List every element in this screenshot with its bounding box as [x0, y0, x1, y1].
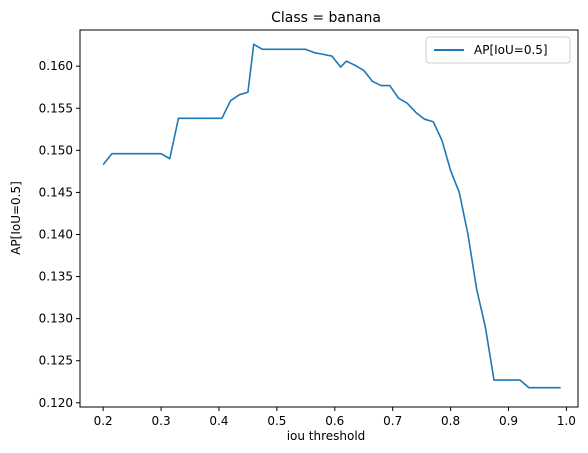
series-line: [102, 43, 561, 389]
x-tick-label: 1.0: [557, 414, 576, 428]
y-tick-label: 0.145: [39, 185, 73, 199]
x-tick-label: 0.6: [325, 414, 344, 428]
x-tick-label: 0.3: [152, 414, 171, 428]
plot-area: [102, 43, 561, 389]
axes-frame: [79, 29, 579, 408]
y-axis: 0.120 0.125 0.130 0.135 0.140 0.145 0.150 0.155…: [39, 59, 80, 410]
y-tick-label: 0.140: [39, 227, 73, 241]
x-tick-label: 0.8: [441, 414, 460, 428]
x-tick-label: 0.2: [94, 414, 113, 428]
x-tick-label: 0.9: [499, 414, 518, 428]
y-tick-label: 0.130: [39, 312, 73, 326]
y-axis-label: AP[IoU=0.5]: [9, 181, 23, 255]
x-axis: 0.2 0.3 0.4 0.5 0.6 0.7 0.8 0.9 1.0: [94, 407, 576, 428]
legend-box: [425, 36, 571, 64]
y-tick-label: 0.135: [39, 270, 73, 284]
y-tick-label: 0.125: [39, 354, 73, 368]
y-tick-label: 0.150: [39, 143, 73, 157]
x-tick-label: 0.4: [209, 414, 228, 428]
y-tick-label: 0.155: [39, 101, 73, 115]
legend-label: AP[IoU=0.5]: [474, 43, 548, 57]
x-tick-label: 0.7: [383, 414, 402, 428]
x-axis-label: iou threshold: [287, 429, 366, 443]
y-tick-label: 0.120: [39, 396, 73, 410]
legend: AP[IoU=0.5]: [425, 36, 571, 64]
y-tick-label: 0.160: [39, 59, 73, 73]
x-tick-label: 0.5: [267, 414, 286, 428]
chart-title: Class = banana: [271, 10, 381, 26]
